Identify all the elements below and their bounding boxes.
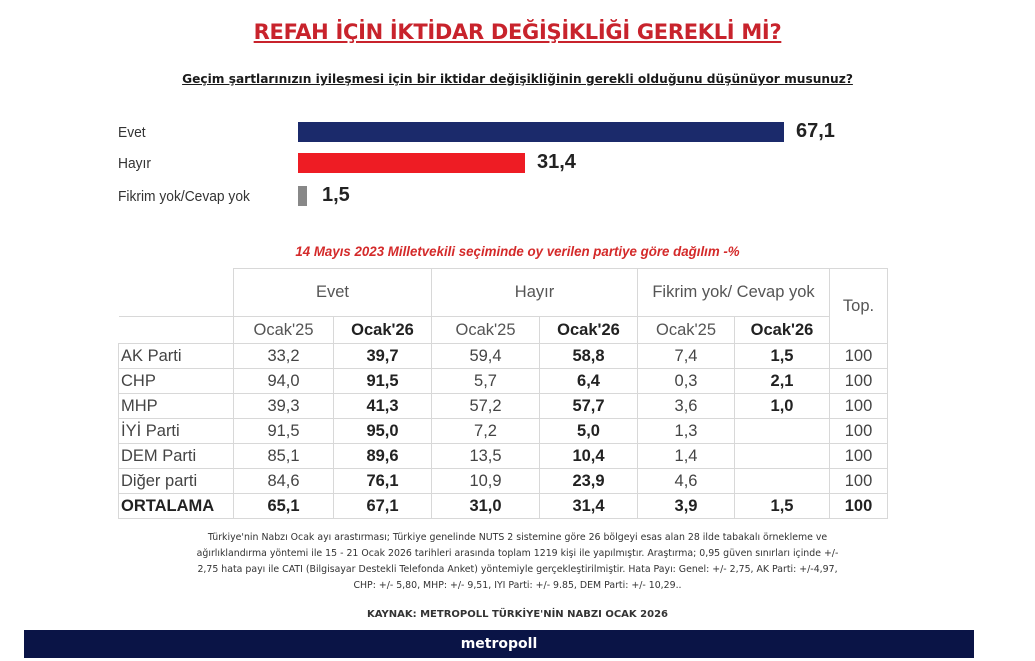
brand-logo: metropoll: [460, 636, 538, 652]
cell: 5,7: [431, 368, 540, 394]
group-header-evet: Evet: [233, 268, 432, 317]
table-row-average: ORTALAMA 65,1 67,1 31,0 31,4 3,9 1,5 100: [118, 493, 888, 519]
bar-value: 31,4: [537, 151, 576, 173]
party-name: ORTALAMA: [118, 493, 234, 519]
group-header-total: Top.: [829, 268, 888, 344]
footer-band: metropoll: [24, 630, 974, 658]
cell: 33,2: [233, 343, 334, 369]
bar-evet: [298, 122, 784, 142]
cell: 10,9: [431, 468, 540, 494]
note-line: ağırlıklandırma yöntemi ile 15 - 21 Ocak…: [196, 548, 839, 559]
party-name: MHP: [118, 393, 234, 419]
table-sub-header: Ocak'25 Ocak'26 Ocak'25 Ocak'26 Ocak'25 …: [118, 316, 888, 344]
cell: 100: [829, 468, 888, 494]
cell: 13,5: [431, 443, 540, 469]
table-row: DEM Parti 85,1 89,6 13,5 10,4 1,4 100: [118, 443, 888, 469]
table-row: Diğer parti 84,6 76,1 10,9 23,9 4,6 100: [118, 468, 888, 494]
cell: 3,6: [637, 393, 735, 419]
cell: 58,8: [539, 343, 638, 369]
cell: 1,4: [637, 443, 735, 469]
cell: 59,4: [431, 343, 540, 369]
cell: 7,4: [637, 343, 735, 369]
cell: 10,4: [539, 443, 638, 469]
party-name: Diğer parti: [118, 468, 234, 494]
cell: 100: [829, 368, 888, 394]
cell: 100: [829, 393, 888, 419]
survey-question: Geçim şartlarınızın iyileşmesi için bir …: [182, 72, 853, 86]
cell: 91,5: [333, 368, 432, 394]
cell: 2,1: [734, 368, 830, 394]
bar-hayir: [298, 153, 525, 173]
cell: 85,1: [233, 443, 334, 469]
cell: 31,0: [431, 493, 540, 519]
cell: 89,6: [333, 443, 432, 469]
cell: 6,4: [539, 368, 638, 394]
cell: 100: [829, 443, 888, 469]
bar-fikrim-yok: [298, 186, 307, 206]
party-name: DEM Parti: [118, 443, 234, 469]
note-line: Türkiye'nin Nabzı Ocak ayı arastırması; …: [207, 532, 828, 543]
source-credit: KAYNAK: METROPOLL TÜRKİYE'NİN NABZI OCAK…: [367, 609, 668, 620]
cell: 1,3: [637, 418, 735, 444]
sub-header: Ocak'26: [734, 316, 830, 344]
cell: 1,0: [734, 393, 830, 419]
cell: 0,3: [637, 368, 735, 394]
table-corner: [118, 268, 234, 317]
sub-header: Ocak'26: [539, 316, 638, 344]
cell: 100: [829, 418, 888, 444]
bar-label: Evet: [118, 124, 146, 141]
cell: 7,2: [431, 418, 540, 444]
cell: 95,0: [333, 418, 432, 444]
cell: 76,1: [333, 468, 432, 494]
chart-title: REFAH İÇİN İKTİDAR DEĞİŞİKLİĞİ GEREKLİ M…: [253, 20, 782, 44]
cell: [734, 443, 830, 469]
table-row: CHP 94,0 91,5 5,7 6,4 0,3 2,1 100: [118, 368, 888, 394]
party-name: İYİ Parti: [118, 418, 234, 444]
group-header-fikrim-yok: Fikrim yok/ Cevap yok: [637, 268, 830, 317]
group-header-hayir: Hayır: [431, 268, 638, 317]
cell: 3,9: [637, 493, 735, 519]
cell: 91,5: [233, 418, 334, 444]
cell: 39,3: [233, 393, 334, 419]
cell: 67,1: [333, 493, 432, 519]
cell: 1,5: [734, 493, 830, 519]
methodology-note: Türkiye'nin Nabzı Ocak ayı arastırması; …: [60, 530, 975, 594]
sub-header: Ocak'25: [431, 316, 540, 344]
cell: [734, 418, 830, 444]
cell: 23,9: [539, 468, 638, 494]
cell: 100: [829, 493, 888, 519]
bar-value: 67,1: [796, 120, 835, 142]
cell: 84,6: [233, 468, 334, 494]
table-corner-sub: [118, 316, 234, 344]
party-name: CHP: [118, 368, 234, 394]
cell: 57,7: [539, 393, 638, 419]
cell: 4,6: [637, 468, 735, 494]
cell: 57,2: [431, 393, 540, 419]
note-line: CHP: +/- 5,80, MHP: +/- 9,51, IYI Parti:…: [353, 580, 682, 591]
table-subtitle: 14 Mayıs 2023 Milletvekili seçiminde oy …: [295, 243, 740, 259]
bar-value: 1,5: [322, 184, 350, 206]
cell: 94,0: [233, 368, 334, 394]
cell: 41,3: [333, 393, 432, 419]
sub-header: Ocak'25: [233, 316, 334, 344]
cell: 65,1: [233, 493, 334, 519]
note-line: 2,75 hata payı ile CATI (Bilgisayar Dest…: [197, 564, 838, 575]
table-row: İYİ Parti 91,5 95,0 7,2 5,0 1,3 100: [118, 418, 888, 444]
bar-label: Hayır: [118, 155, 151, 172]
party-name: AK Parti: [118, 343, 234, 369]
bar-label: Fikrim yok/Cevap yok: [118, 188, 250, 205]
cell: 31,4: [539, 493, 638, 519]
cell: [734, 468, 830, 494]
cell: 39,7: [333, 343, 432, 369]
table-row: MHP 39,3 41,3 57,2 57,7 3,6 1,0 100: [118, 393, 888, 419]
table-row: AK Parti 33,2 39,7 59,4 58,8 7,4 1,5 100: [118, 343, 888, 369]
sub-header: Ocak'26: [333, 316, 432, 344]
cell: 1,5: [734, 343, 830, 369]
table-group-header: Evet Hayır Fikrim yok/ Cevap yok Top.: [118, 268, 888, 344]
distribution-table: Evet Hayır Fikrim yok/ Cevap yok Top. Oc…: [118, 268, 888, 519]
sub-header: Ocak'25: [637, 316, 735, 344]
cell: 100: [829, 343, 888, 369]
cell: 5,0: [539, 418, 638, 444]
